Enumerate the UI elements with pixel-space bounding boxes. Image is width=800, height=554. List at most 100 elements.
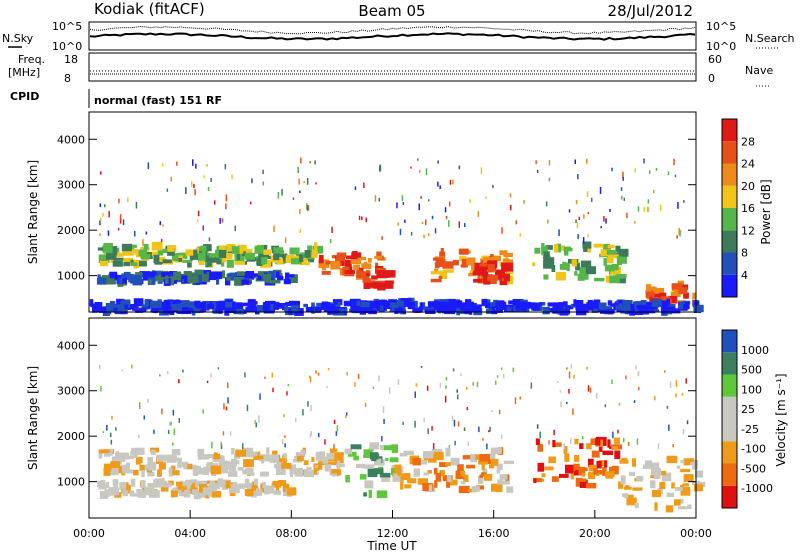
power-cells-cell	[320, 303, 327, 310]
colorbar-tick-label: -25	[741, 423, 759, 436]
power-cells-cell	[278, 254, 286, 258]
vel-cells-scatter	[302, 409, 304, 416]
power-cells-cell	[352, 299, 357, 307]
power-cells-scatter	[620, 187, 623, 191]
power-cells-scatter	[102, 212, 104, 217]
power-cells-cell	[618, 299, 623, 306]
ytick-label: 2000	[57, 224, 85, 237]
power-cells-cell	[654, 309, 660, 313]
vel-cells-cell	[104, 463, 110, 471]
vel-cells-cell	[552, 440, 556, 448]
power-cells-scatter	[678, 227, 680, 235]
vel-cells-cell	[363, 454, 372, 458]
vel-cells-cell	[634, 502, 639, 509]
vel-cells-cell	[611, 446, 618, 450]
nave-label: Nave	[745, 64, 773, 77]
vel-cells-cell	[479, 454, 490, 462]
vel-cells-cell	[359, 474, 367, 480]
vel-cells-scatter	[482, 438, 484, 441]
power-cells-cell	[275, 271, 280, 278]
power-cells-scatter	[401, 195, 404, 201]
vel-cells-cell	[379, 445, 388, 450]
vel-cells-cell	[692, 465, 698, 470]
vel-cells-scatter	[460, 373, 462, 377]
power-cells-scatter	[162, 224, 164, 227]
power-cells-cell	[377, 282, 386, 291]
vel-cells-scatter	[388, 387, 391, 394]
vel-cells-cell	[235, 449, 247, 457]
power-cells-cell	[121, 299, 131, 305]
vel-cells-scatter	[445, 376, 448, 381]
power-cells-cell	[141, 304, 148, 311]
vel-cells-cell	[331, 469, 338, 474]
power-cells-cell	[147, 279, 152, 284]
power-cells-cell	[328, 308, 340, 314]
vel-cells-cell	[379, 472, 391, 478]
vel-cells-scatter	[372, 386, 375, 389]
vel-cells-cell	[325, 461, 331, 465]
vel-cells-scatter	[654, 396, 656, 401]
vel-cells-cell	[229, 488, 240, 494]
power-cells-cell	[546, 308, 550, 314]
power-cells-cell	[185, 249, 194, 256]
vel-cells-cell	[262, 482, 266, 489]
vel-cells-scatter	[223, 403, 225, 410]
vel-cells-cell	[653, 473, 661, 480]
power-cells-scatter	[119, 214, 122, 221]
power-cells-cell	[189, 252, 194, 261]
power-cells-cell	[505, 255, 509, 260]
power-cells-cell	[228, 307, 237, 313]
vel-cells-cell	[401, 473, 411, 481]
vel-cells-cell	[537, 444, 543, 452]
power-cells-scatter	[374, 195, 377, 202]
power-cells-scatter	[655, 167, 658, 171]
station-title: Kodiak (fitACF)	[94, 0, 205, 18]
power-cells-cell	[368, 282, 376, 288]
vel-cells-cell	[434, 451, 444, 461]
power-cells-scatter	[653, 190, 655, 194]
power-cells-cell	[177, 303, 182, 312]
noise-left-label: N.Sky	[2, 32, 34, 45]
power-cells-scatter	[577, 174, 579, 180]
vel-cells-cell	[629, 471, 635, 476]
power-cells-scatter	[397, 222, 399, 226]
vel-cells-scatter	[161, 408, 163, 415]
power-cells-cell	[616, 308, 625, 312]
vel-cells-scatter	[488, 430, 490, 433]
vel-cells-scatter	[255, 422, 257, 428]
power-cells-scatter	[118, 198, 120, 204]
vel-cells-cell	[177, 486, 187, 490]
power-yaxis: 1000 2000 3000 4000	[57, 133, 696, 283]
power-cells-cell	[594, 277, 605, 282]
vel-cells-cell	[376, 458, 382, 464]
vel-cells-scatter	[431, 426, 433, 431]
noise-search-trace	[89, 25, 696, 35]
power-cells-cell	[583, 273, 589, 280]
vel-cells-scatter	[217, 367, 220, 370]
power-cells-scatter	[634, 168, 636, 173]
power-cells-cell	[97, 247, 106, 251]
vel-cells-scatter	[336, 425, 339, 432]
vel-cells-cell	[375, 468, 384, 475]
power-cells-cell	[288, 274, 295, 278]
power-cells-cell	[263, 273, 272, 282]
power-cells-scatter	[437, 160, 439, 164]
vel-cells-cell	[112, 479, 119, 486]
vel-cells-cell	[586, 443, 592, 450]
power-cells-cell	[196, 274, 202, 283]
vel-cells-cell	[489, 464, 495, 469]
power-cells-scatter	[600, 226, 602, 229]
power-cells-cell	[289, 300, 300, 306]
power-heatmap	[89, 157, 704, 316]
power-cells-cell	[225, 277, 231, 286]
power-cells-cell	[343, 300, 353, 307]
power-cells-cell	[495, 269, 505, 276]
power-cells-cell	[612, 264, 619, 271]
vel-cells-cell	[110, 461, 121, 468]
vel-cells-cell	[596, 460, 602, 469]
power-cells-cell	[342, 308, 348, 314]
power-cells-cell	[232, 308, 242, 312]
power-cells-cell	[371, 275, 378, 280]
power-cells-cell	[369, 301, 378, 309]
